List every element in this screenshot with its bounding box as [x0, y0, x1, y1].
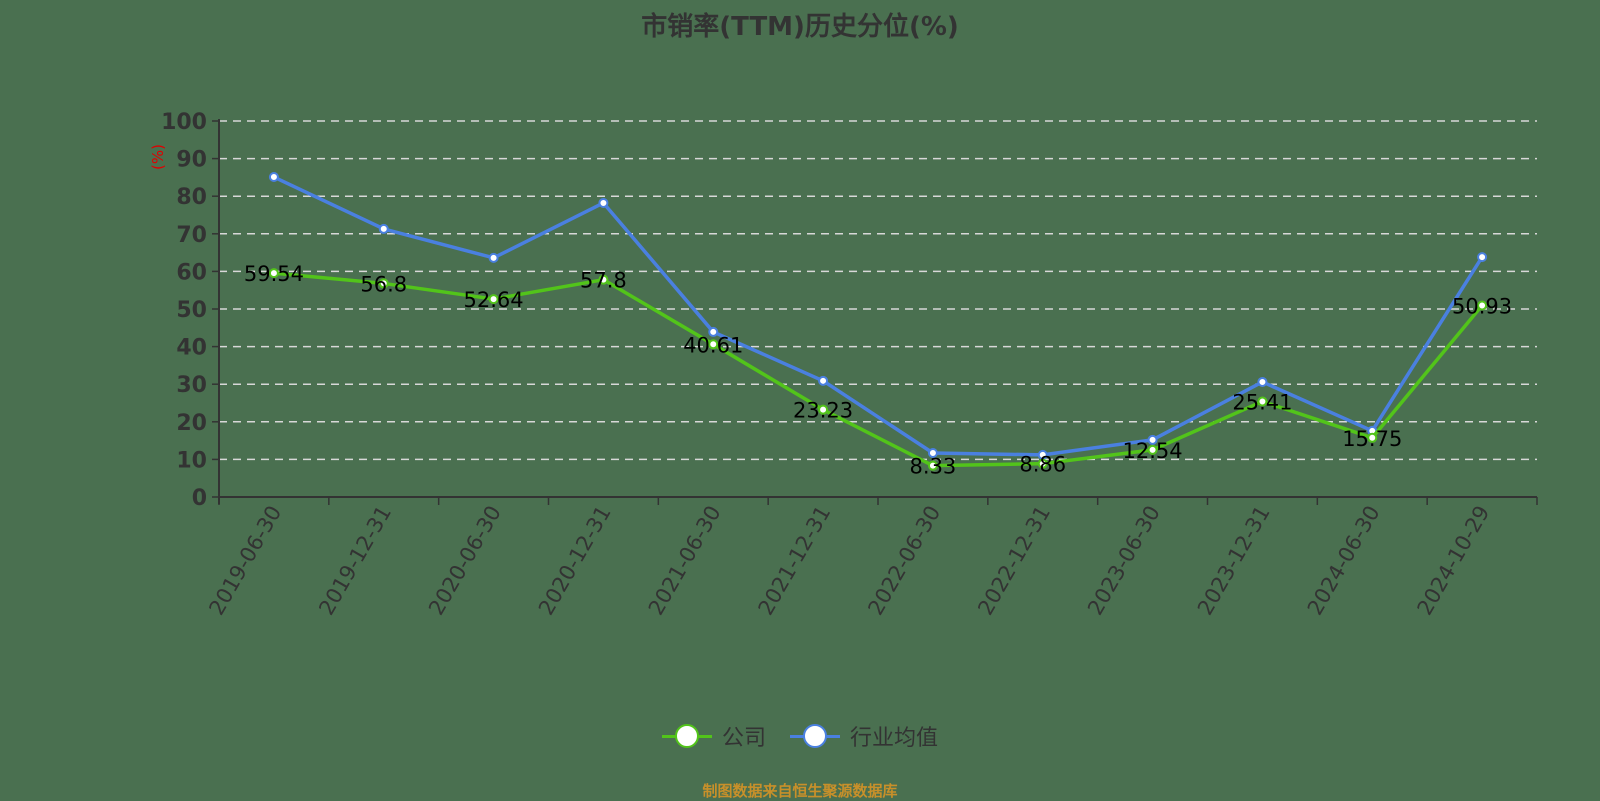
- data-point[interactable]: [927, 448, 938, 459]
- data-label: 8.86: [1019, 453, 1066, 477]
- x-tick-label: 2024-06-30: [1303, 502, 1385, 620]
- x-tick-label: 2022-06-30: [863, 502, 945, 620]
- data-label: 12.54: [1123, 439, 1183, 463]
- x-tick-label: 2023-06-30: [1083, 502, 1165, 620]
- y-tick-label: 80: [176, 185, 207, 210]
- y-tick-label: 10: [176, 448, 207, 473]
- data-point[interactable]: [1257, 396, 1268, 407]
- data-label: 57.8: [580, 269, 627, 293]
- data-point[interactable]: [1147, 434, 1158, 445]
- data-point[interactable]: [818, 404, 829, 415]
- data-point[interactable]: [708, 326, 719, 337]
- legend-item-company[interactable]: 公司: [661, 720, 766, 752]
- source-note: 制图数据来自恒生聚源数据库: [702, 782, 898, 800]
- data-point[interactable]: [1477, 300, 1488, 311]
- data-point[interactable]: [488, 252, 499, 263]
- y-axis-unit-label: (%): [149, 144, 167, 170]
- data-point[interactable]: [598, 274, 609, 285]
- data-point[interactable]: [1037, 458, 1048, 469]
- chart-title: 市销率(TTM)历史分位(%): [641, 12, 959, 42]
- x-tick-label: 2023-12-31: [1193, 502, 1275, 620]
- data-label: 52.64: [464, 288, 524, 312]
- x-tick-label: 2021-12-31: [754, 502, 836, 620]
- data-label: 59.54: [244, 262, 304, 286]
- legend-marker-icon: [790, 724, 840, 748]
- data-point[interactable]: [268, 268, 279, 279]
- legend-item-industry[interactable]: 行业均值: [790, 720, 938, 752]
- legend-marker-icon: [661, 724, 712, 748]
- data-point[interactable]: [1367, 432, 1378, 443]
- data-label: 25.41: [1232, 390, 1292, 414]
- data-point[interactable]: [1477, 252, 1488, 263]
- data-point[interactable]: [708, 339, 719, 350]
- y-tick-label: 20: [176, 411, 207, 436]
- company-line: [273, 271, 1484, 468]
- y-tick-label: 90: [176, 148, 207, 173]
- y-tick-label: 60: [176, 260, 207, 285]
- y-tick-label: 0: [192, 486, 207, 511]
- y-tick-label: 50: [176, 298, 207, 323]
- data-point[interactable]: [268, 172, 279, 183]
- y-tick-label: 30: [176, 373, 207, 398]
- y-tick-label: 100: [161, 110, 207, 135]
- data-point[interactable]: [927, 460, 938, 471]
- data-label: 56.8: [360, 272, 407, 296]
- data-point[interactable]: [1147, 444, 1158, 455]
- y-tick-label: 40: [176, 336, 207, 361]
- x-tick-label: 2019-06-30: [204, 502, 286, 620]
- data-label: 15.75: [1342, 427, 1402, 451]
- data-label: 8.33: [910, 455, 957, 479]
- data-point[interactable]: [378, 278, 389, 289]
- data-point[interactable]: [598, 197, 609, 208]
- industry-line: [273, 175, 1484, 457]
- legend-label: 公司: [721, 726, 766, 751]
- x-tick-label: 2021-06-30: [644, 502, 726, 620]
- data-point[interactable]: [818, 375, 829, 386]
- data-label: 40.61: [683, 333, 743, 357]
- x-tick-label: 2020-12-31: [534, 502, 616, 620]
- x-tick-label: 2019-12-31: [314, 502, 396, 620]
- data-point[interactable]: [378, 223, 389, 234]
- data-point[interactable]: [488, 294, 499, 305]
- y-tick-label: 70: [176, 223, 207, 248]
- legend-label: 行业均值: [850, 726, 939, 751]
- x-tick-label: 2024-10-29: [1413, 502, 1495, 620]
- data-label: 23.23: [793, 399, 853, 423]
- data-label: 50.93: [1452, 295, 1512, 319]
- x-tick-label: 2022-12-31: [973, 502, 1055, 620]
- x-tick-label: 2020-06-30: [424, 502, 506, 620]
- legend: 公司 行业均值: [0, 720, 1600, 752]
- data-point[interactable]: [1257, 376, 1268, 387]
